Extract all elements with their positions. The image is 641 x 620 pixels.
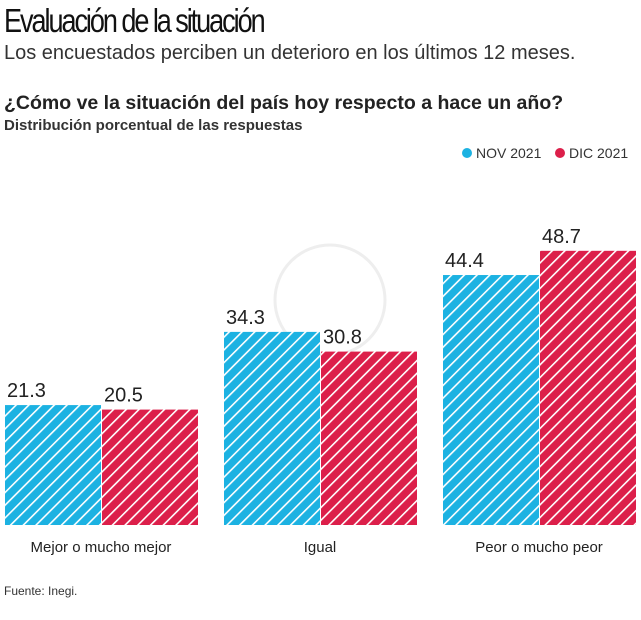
legend-swatch-nov xyxy=(462,148,472,158)
data-label: 30.8 xyxy=(323,327,362,349)
bar-dic-2021 xyxy=(540,250,636,525)
data-label: 48.7 xyxy=(542,226,581,248)
source-note: Fuente: Inegi. xyxy=(4,584,78,598)
legend-item-nov: NOV 2021 xyxy=(462,145,541,161)
data-label: 44.4 xyxy=(445,250,484,272)
chart-title: ¿Cómo ve la situación del país hoy respe… xyxy=(4,92,564,114)
legend-label: NOV 2021 xyxy=(476,145,542,161)
category-label: Igual xyxy=(304,539,337,556)
legend-item-dic: DIC 2021 xyxy=(555,145,628,161)
page-subtitle: Los encuestados perciben un deterioro en… xyxy=(4,42,576,64)
data-label: 20.5 xyxy=(104,385,143,407)
data-label: 34.3 xyxy=(226,307,265,329)
bar-nov-2021 xyxy=(5,405,101,525)
chart-subtitle: Distribución porcentual de las respuesta… xyxy=(4,117,303,134)
legend-label: DIC 2021 xyxy=(569,145,629,161)
bar-dic-2021 xyxy=(321,351,417,525)
data-label: 21.3 xyxy=(7,380,46,402)
bar-dic-2021 xyxy=(102,409,198,525)
category-label: Mejor o mucho mejor xyxy=(31,539,172,556)
bar-nov-2021 xyxy=(224,331,320,525)
legend-swatch-dic xyxy=(555,148,565,158)
page-title: Evaluación de la situación xyxy=(4,2,266,39)
category-label: Peor o mucho peor xyxy=(475,539,603,556)
bar-nov-2021 xyxy=(443,275,539,525)
